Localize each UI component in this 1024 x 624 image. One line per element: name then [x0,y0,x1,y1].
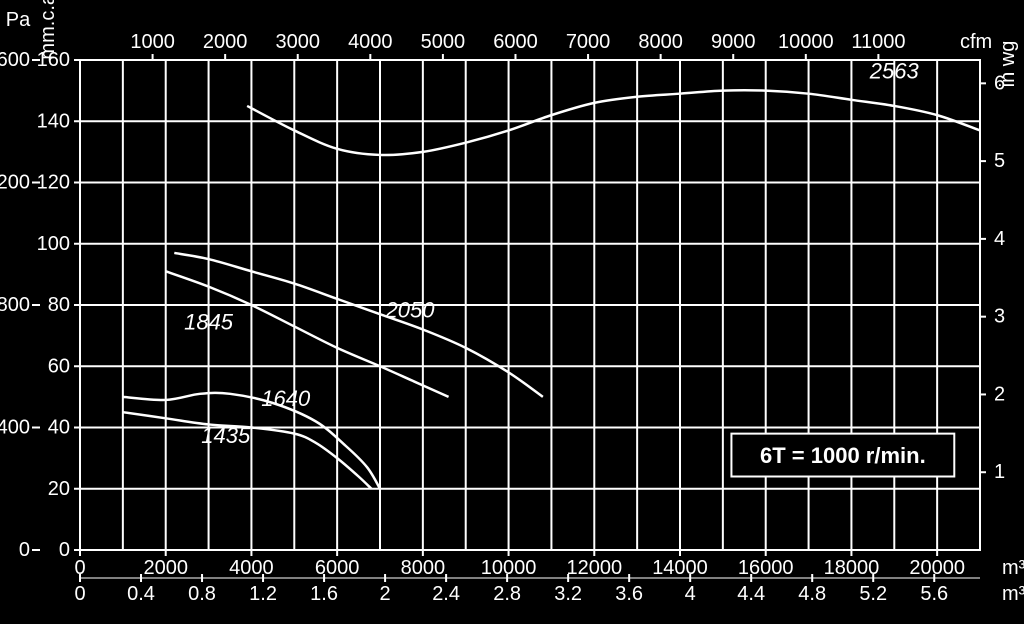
series-label-1640: 1640 [261,386,311,411]
ytick-mmca: 20 [48,478,70,500]
ytick-inwg: 4 [994,228,1005,250]
xtick-m3h: 20000 [909,557,965,579]
xtick-m3s: 2.8 [493,583,521,605]
ytick-inwg: 3 [994,306,1005,328]
xtick-m3s: 5.6 [920,583,948,605]
xtick-cfm: 1000 [130,31,175,53]
xtick-m3h: 10000 [481,557,537,579]
xtick-cfm: 5000 [421,31,466,53]
xtick-m3s: 1.2 [249,583,277,605]
xtick-m3s: 1.6 [310,583,338,605]
ytick-mmca: 100 [37,233,70,255]
xtick-m3s: 0.8 [188,583,216,605]
xtick-m3s: 2 [380,583,391,605]
xtick-m3s: 3.2 [554,583,582,605]
ytick-mmca: 140 [37,110,70,132]
xtick-cfm: 9000 [711,31,756,53]
ytick-mmca: 40 [48,417,70,439]
ytick-mmca: 80 [48,294,70,316]
ytick-pa: 400 [0,417,30,439]
y-axis-label-pa: Pa [6,9,31,31]
ytick-mmca: 120 [37,172,70,194]
xtick-m3h: 2000 [143,557,188,579]
ytick-inwg: 5 [994,150,1005,172]
series-label-1435: 1435 [201,423,251,448]
xtick-cfm: 8000 [638,31,683,53]
ytick-inwg: 2 [994,383,1005,405]
ytick-inwg: 1 [994,461,1005,483]
xtick-m3s: 4.8 [798,583,826,605]
xtick-m3s: 5.2 [859,583,887,605]
ytick-pa: 1600 [0,49,30,71]
xtick-m3s: 4.4 [737,583,765,605]
series-label-2050: 2050 [385,297,436,322]
x-axis-label-m3s: m³/s [1002,583,1024,605]
xtick-cfm: 6000 [493,31,538,53]
xtick-m3s: 4 [685,583,696,605]
xtick-m3h: 16000 [738,557,794,579]
xtick-m3s: 0 [74,583,85,605]
series-label-1845: 1845 [184,310,234,335]
xtick-m3h: 14000 [652,557,708,579]
xtick-cfm: 7000 [566,31,611,53]
ytick-mmca: 0 [59,539,70,561]
xtick-m3h: 18000 [824,557,880,579]
ytick-pa: 0 [19,539,30,561]
xtick-cfm: 10000 [778,31,834,53]
fan-performance-chart: 143516401845205025636T = 1000 r/min.0200… [0,0,1024,624]
ytick-pa: 1200 [0,172,30,194]
ytick-mmca: 60 [48,355,70,377]
x-axis-label-m3h: m³/h [1002,557,1024,579]
chart-svg: 143516401845205025636T = 1000 r/min.0200… [0,0,1024,624]
xtick-cfm: 3000 [275,31,320,53]
annotation-text: 6T = 1000 r/min. [760,443,926,468]
xtick-m3s: 2.4 [432,583,460,605]
y-axis-label-inwg: in wg [997,41,1019,88]
xtick-m3s: 3.6 [615,583,643,605]
ytick-pa: 800 [0,294,30,316]
xtick-cfm: 2000 [203,31,248,53]
xtick-cfm: 11000 [851,31,905,53]
xtick-m3h: 4000 [229,557,274,579]
xtick-m3s: 0.4 [127,583,155,605]
y-axis-label-mmca: mm.c.a. [37,0,59,60]
xtick-cfm: 4000 [348,31,393,53]
xtick-m3h: 12000 [566,557,622,579]
x-axis-label-cfm: cfm [960,31,992,53]
series-label-2563: 2563 [869,58,920,83]
xtick-m3h: 8000 [401,557,446,579]
xtick-m3h: 6000 [315,557,360,579]
